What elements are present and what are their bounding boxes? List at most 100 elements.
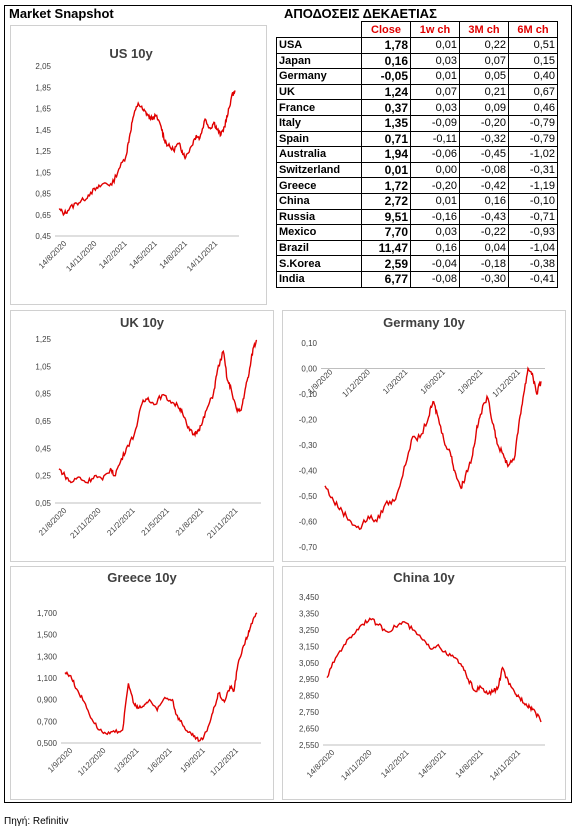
y-tick-label: 0,25 xyxy=(35,472,51,481)
country-name: Japan xyxy=(276,52,362,70)
country-name: Switzerland xyxy=(276,161,362,179)
change-3m: 0,04 xyxy=(459,239,509,257)
change-6m: -0,41 xyxy=(508,270,558,288)
table-row: S.Korea 2,59 -0,04 -0,18 -0,38 xyxy=(276,255,558,272)
table-row: Spain 0,71 -0,11 -0,32 -0,79 xyxy=(276,130,558,148)
country-name: USA xyxy=(276,37,362,54)
change-1w: -0,06 xyxy=(410,146,460,163)
country-name: India xyxy=(276,270,362,288)
close-value: 0,37 xyxy=(361,99,411,116)
table-row: Italy 1,35 -0,09 -0,20 -0,79 xyxy=(276,114,558,132)
change-1w: 0,07 xyxy=(410,83,460,101)
y-tick-label: 1,100 xyxy=(37,674,58,683)
y-tick-label: 1,25 xyxy=(35,335,51,344)
x-tick-label: 14/8/2020 xyxy=(37,239,69,271)
y-tick-label: 2,950 xyxy=(299,675,320,684)
x-tick-label: 21/2/2021 xyxy=(105,506,137,538)
close-value: 1,72 xyxy=(361,177,411,194)
close-value: 1,94 xyxy=(361,146,411,163)
x-tick-label: 14/11/2021 xyxy=(185,239,220,274)
x-tick-label: 14/11/2021 xyxy=(488,748,523,783)
y-tick-label: 1,700 xyxy=(37,609,58,618)
chart-panel-de: Germany 10y 0,10 0,00 -0,10 -0,20 -0,30 -0,40 -… xyxy=(282,310,566,562)
x-tick-label: 1/3/2021 xyxy=(112,746,141,775)
change-3m: 0,07 xyxy=(459,52,509,70)
y-tick-label: 1,300 xyxy=(37,652,58,661)
y-tick-label: 1,25 xyxy=(35,147,51,156)
change-6m: -0,93 xyxy=(508,224,558,241)
chart-us: US 10y 2,05 1,85 1,65 1,45 1,25 1,05 0,85 0,65 0,… xyxy=(35,46,239,274)
change-1w: -0,11 xyxy=(410,130,460,148)
col-close: Close xyxy=(361,21,411,38)
change-3m: -0,45 xyxy=(459,146,509,163)
change-1w: 0,03 xyxy=(410,99,460,116)
table-row: Mexico 7,70 0,03 -0,22 -0,93 xyxy=(276,224,558,241)
change-3m: -0,30 xyxy=(459,270,509,288)
x-tick-label: 1/12/2020 xyxy=(340,367,372,399)
table-row: Russia 9,51 -0,16 -0,43 -0,71 xyxy=(276,208,558,226)
y-tick-label: 2,850 xyxy=(299,692,320,701)
close-value: 2,59 xyxy=(361,255,411,272)
y-tick-label: 3,350 xyxy=(299,609,320,618)
change-3m: -0,08 xyxy=(459,161,509,179)
change-6m: 0,46 xyxy=(508,99,558,116)
close-value: 6,77 xyxy=(361,270,411,288)
chart-panel-us: US 10y 2,05 1,85 1,65 1,45 1,25 1,05 0,85 0,65 0,… xyxy=(10,25,267,305)
y-tick-label: -0,60 xyxy=(299,518,318,527)
x-tick-label: 1/12/2021 xyxy=(491,367,523,399)
col-1w: 1w ch xyxy=(410,21,460,38)
x-tick-label: 1/6/2021 xyxy=(419,367,448,396)
close-value: 1,78 xyxy=(361,37,411,54)
y-tick-label: 3,150 xyxy=(299,642,320,651)
table-row: Switzerland 0,01 0,00 -0,08 -0,31 xyxy=(276,161,558,179)
snapshot-frame xyxy=(4,5,572,803)
change-1w: -0,04 xyxy=(410,255,460,272)
y-tick-label: 1,45 xyxy=(35,126,51,135)
change-6m: -0,71 xyxy=(508,208,558,226)
chart-title: China 10y xyxy=(393,570,455,585)
change-6m: -0,10 xyxy=(508,192,558,210)
x-tick-label: 14/2/2021 xyxy=(379,748,411,780)
y-tick-label: -0,20 xyxy=(299,416,318,425)
chart-uk: UK 10y1,251,050,850,650,450,250,0521/8/2… xyxy=(35,315,261,540)
country-name: Australia xyxy=(276,146,362,163)
chart-title: US 10y xyxy=(109,46,153,61)
change-1w: 0,00 xyxy=(410,161,460,179)
x-tick-label: 14/8/2020 xyxy=(305,748,337,780)
change-3m: 0,16 xyxy=(459,192,509,210)
table-row: India 6,77 -0,08 -0,30 -0,41 xyxy=(276,270,558,288)
change-1w: -0,09 xyxy=(410,114,460,132)
table-row: UK 1,24 0,07 0,21 0,67 xyxy=(276,83,558,101)
change-6m: -1,04 xyxy=(508,239,558,257)
x-tick-label: 1/9/2020 xyxy=(46,746,75,775)
table-body: USA 1,78 0,01 0,22 0,51 Japan 0,16 0,03 0,07 0,15… xyxy=(276,37,558,288)
close-value: 11,47 xyxy=(361,239,411,257)
country-name: Russia xyxy=(276,208,362,226)
chart-panel-gr: Greece 10y 1,700 1,500 1,300 1,100 0,900 0,700… xyxy=(10,566,274,800)
y-tick-label: -0,50 xyxy=(299,492,318,501)
change-6m: -0,38 xyxy=(508,255,558,272)
x-tick-label: 14/11/2020 xyxy=(64,239,99,274)
y-tick-label: 0,65 xyxy=(35,211,51,220)
chart-title: Germany 10y xyxy=(383,315,465,330)
x-tick-label: 14/2/2021 xyxy=(97,239,129,271)
y-tick-label: 3,250 xyxy=(299,626,320,635)
y-tick-label: 2,750 xyxy=(299,708,320,717)
close-value: -0,05 xyxy=(361,68,411,85)
chart-de: Germany 10y 0,10 0,00 -0,10 -0,20 -0,30 -0,40 -… xyxy=(299,315,545,552)
table-row: Japan 0,16 0,03 0,07 0,15 xyxy=(276,52,558,70)
chart-cn: China 10y 3,450 3,350 3,250 3,150 3,050 2,950 2… xyxy=(299,570,545,783)
change-3m: -0,22 xyxy=(459,224,509,241)
y-tick-label: 2,650 xyxy=(299,725,320,734)
change-3m: 0,05 xyxy=(459,68,509,85)
change-6m: -1,19 xyxy=(508,177,558,194)
close-value: 0,71 xyxy=(361,130,411,148)
change-1w: 0,03 xyxy=(410,224,460,241)
change-3m: -0,18 xyxy=(459,255,509,272)
y-tick-label: 0,05 xyxy=(35,499,51,508)
x-tick-label: 14/5/2021 xyxy=(416,748,448,780)
x-tick-label: 1/9/2021 xyxy=(179,746,208,775)
change-1w: -0,16 xyxy=(410,208,460,226)
change-3m: 0,09 xyxy=(459,99,509,116)
right-title: ΑΠΟΔΟΣΕΙΣ ΔΕΚΑΕΤΙΑΣ xyxy=(284,6,437,21)
